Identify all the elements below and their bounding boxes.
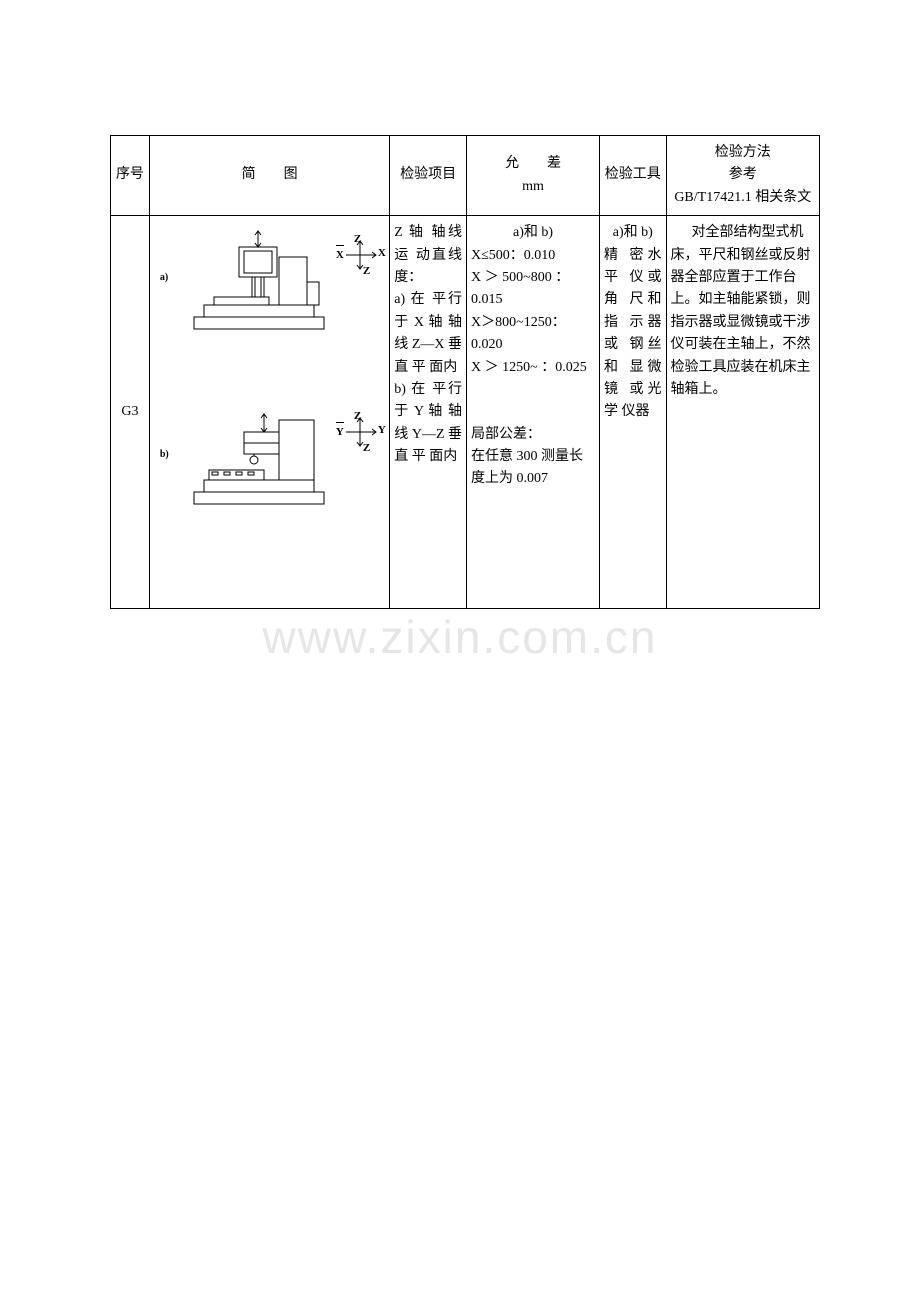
header-figure: 简 图	[149, 136, 389, 216]
figure-label-b: b)	[160, 447, 169, 463]
tol-t4: X ＞ 1250~ ：0.025	[471, 357, 595, 379]
item-l2: a) 在 平行 于 X 轴 轴 线 Z—X 垂直 平 面内	[394, 292, 462, 374]
header-method: 检验方法 参考 GB/T17421.1 相关条文	[666, 136, 819, 216]
axis-b-y-overline	[336, 422, 344, 423]
tool-body: 精 密水 平 仪或 角 尺和 指 示器 或 钢丝 和 显微 镜 或光 学 仪器	[604, 245, 662, 424]
tool-heading: a)和 b)	[604, 222, 662, 244]
tol-spacer2	[471, 401, 595, 423]
table-row: G3 a)	[111, 216, 820, 609]
table-header-row: 序号 简 图 检验项目 允 差 mm 检验工具 检验方法 参考 GB/T1742…	[111, 136, 820, 216]
tol-heading: a)和 b)	[471, 222, 595, 244]
header-tolerance: 允 差 mm	[467, 136, 600, 216]
tol-local-v: 在任意 300 测量长度上为 0.007	[471, 446, 595, 491]
header-item: 检验项目	[390, 136, 467, 216]
figure-wrap: a)	[154, 222, 385, 602]
tol-spacer	[471, 379, 595, 401]
tol-t1: X≤500：0.010	[471, 245, 595, 267]
axis-a-z-bottom: Z	[363, 263, 370, 281]
diagram-a	[184, 227, 334, 337]
axis-b-y: Y	[378, 422, 386, 440]
figure-label-a: a)	[160, 270, 168, 286]
cell-tool: a)和 b) 精 密水 平 仪或 角 尺和 指 示器 或 钢丝 和 显微 镜 或…	[600, 216, 667, 609]
axis-a-x-overline	[336, 245, 344, 246]
cell-seq: G3	[111, 216, 150, 609]
tol-local-h: 局部公差：	[471, 424, 595, 446]
axis-a-x-bar: X	[336, 247, 344, 265]
axis-b-z-top: Z	[354, 408, 361, 426]
item-l3: b) 在 平行 于 Y 轴 轴 线 Y—Z 垂直 平 面内	[394, 382, 462, 464]
header-tool: 检验工具	[600, 136, 667, 216]
axis-a-z-top: Z	[354, 231, 361, 249]
method-body: 对全部结构型式机床，平尺和钢丝或反射器全部应置于工作台上。如主轴能紧锁，则指示器…	[671, 222, 815, 401]
axis-b-z-bottom: Z	[363, 440, 370, 458]
cell-item: Z 轴 轴线 运 动直线度： a) 在 平行 于 X 轴 轴 线 Z—X 垂直 …	[390, 216, 467, 609]
cell-tolerance: a)和 b) X≤500：0.010 X ＞ 500~800 ：0.015 X＞…	[467, 216, 600, 609]
document-page: www.zixin.com.cn 序号 简 图 检验项目 允 差 mm 检验工具…	[0, 0, 920, 1302]
axis-marker-b: Z Y Y Z	[342, 414, 386, 454]
header-seq: 序号	[111, 136, 150, 216]
tol-t2: X ＞ 500~800 ：0.015	[471, 267, 595, 312]
tol-t3: X＞800~1250：0.020	[471, 312, 595, 357]
header-method-l2: 参考	[729, 167, 757, 182]
header-tolerance-l1: 允 差	[505, 156, 561, 171]
axis-b-y-bar: Y	[336, 424, 344, 442]
specification-table: 序号 简 图 检验项目 允 差 mm 检验工具 检验方法 参考 GB/T1742…	[110, 135, 820, 609]
header-method-l3: GB/T17421.1 相关条文	[674, 190, 811, 205]
header-method-l1: 检验方法	[715, 145, 771, 160]
cell-figure: a)	[149, 216, 389, 609]
axis-a-x: X	[378, 245, 386, 263]
axis-marker-a: Z X X Z	[342, 237, 386, 277]
cell-method: 对全部结构型式机床，平尺和钢丝或反射器全部应置于工作台上。如主轴能紧锁，则指示器…	[666, 216, 819, 609]
watermark-text: www.zixin.com.cn	[0, 610, 920, 664]
item-l1: Z 轴 轴线 运 动直线度：	[394, 225, 462, 285]
header-tolerance-l2: mm	[522, 179, 544, 194]
diagram-b	[184, 402, 334, 517]
